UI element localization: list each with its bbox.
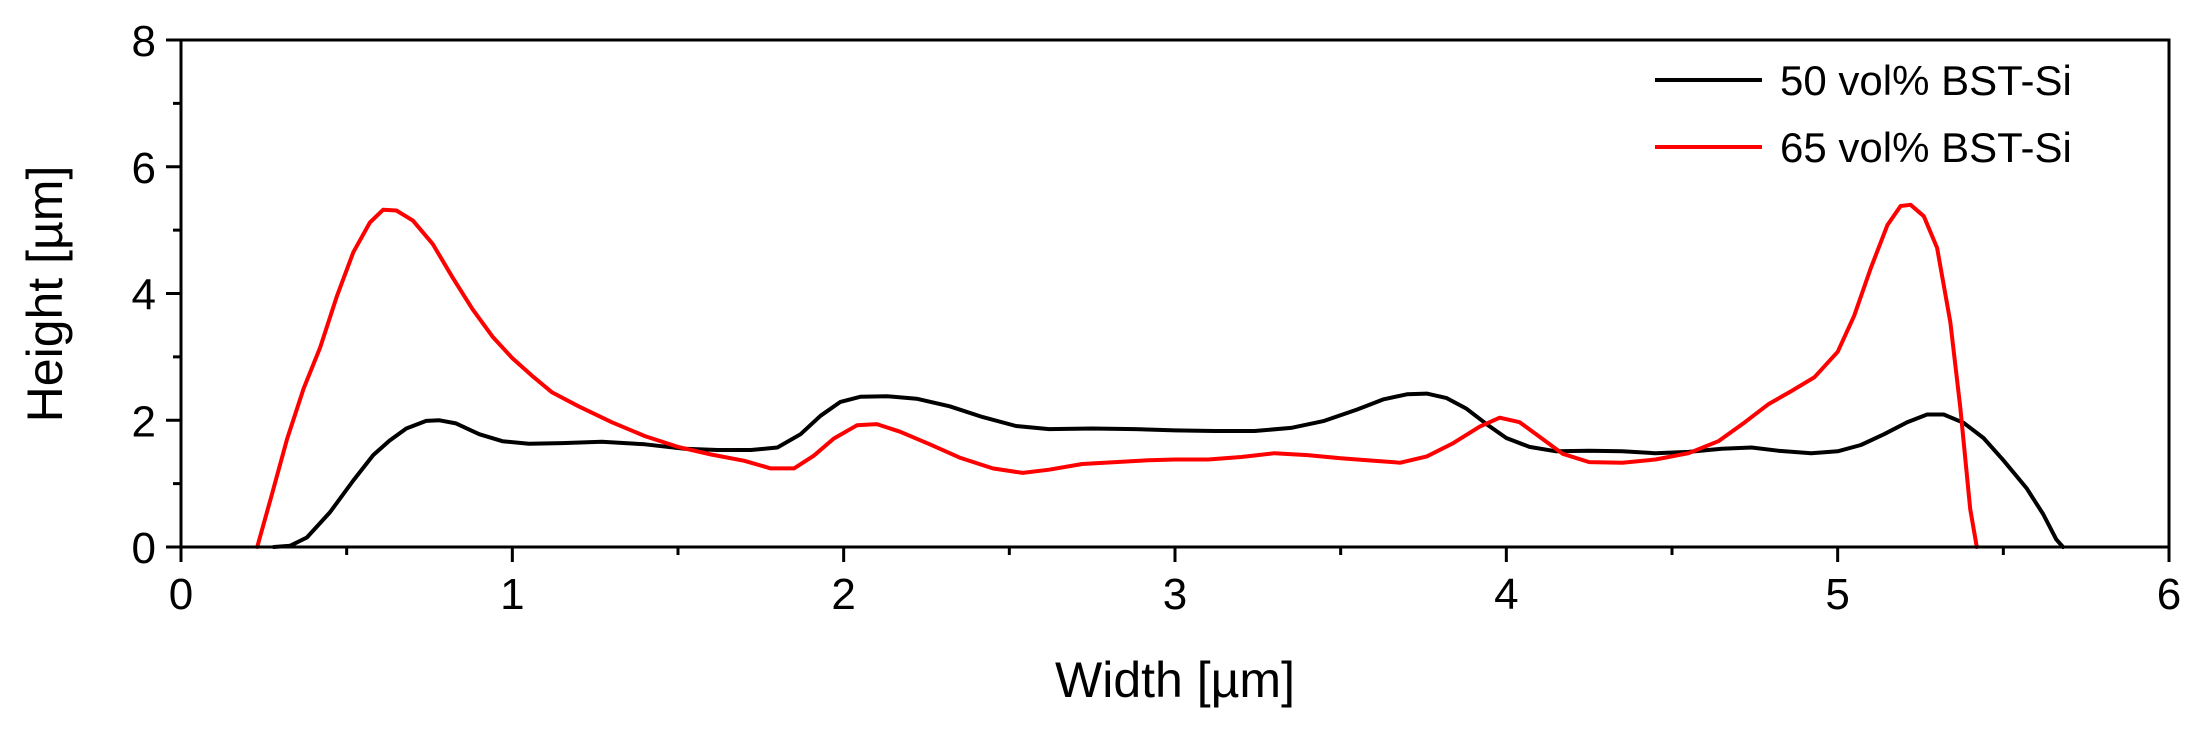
plot-frame <box>179 38 2171 549</box>
x-tick-label: 1 <box>500 570 524 619</box>
x-tick-label: 3 <box>1163 570 1187 619</box>
y-tick-label: 8 <box>132 17 156 66</box>
x-tick-label: 2 <box>831 570 855 619</box>
y-axis-label: Height [µm] <box>17 166 73 423</box>
series-line-2 <box>255 202 1979 549</box>
y-tick-label: 6 <box>132 144 156 193</box>
legend-label: 50 vol% BST-Si <box>1780 57 2072 104</box>
legend-label: 65 vol% BST-Si <box>1780 124 2072 171</box>
y-tick-label: 4 <box>132 271 156 320</box>
series-line-1 <box>271 391 2065 549</box>
plot-lines <box>255 202 2065 549</box>
x-tick-label: 4 <box>1494 570 1518 619</box>
legend: 50 vol% BST-Si 65 vol% BST-Si <box>1655 57 2072 171</box>
y-tick-label: 0 <box>132 524 156 573</box>
y-axis-tick-labels: 0 2 4 6 8 <box>132 17 156 573</box>
x-tick-label: 6 <box>2157 570 2181 619</box>
x-tick-label: 0 <box>169 570 193 619</box>
legend-item-2: 65 vol% BST-Si <box>1655 124 2072 171</box>
y-tick-label: 2 <box>132 397 156 446</box>
x-tick-label: 5 <box>1825 570 1849 619</box>
legend-item-1: 50 vol% BST-Si <box>1655 57 2072 104</box>
x-axis-label: Width [µm] <box>1055 652 1295 708</box>
x-axis-tick-labels: 0 1 2 3 4 5 6 <box>169 570 2181 619</box>
